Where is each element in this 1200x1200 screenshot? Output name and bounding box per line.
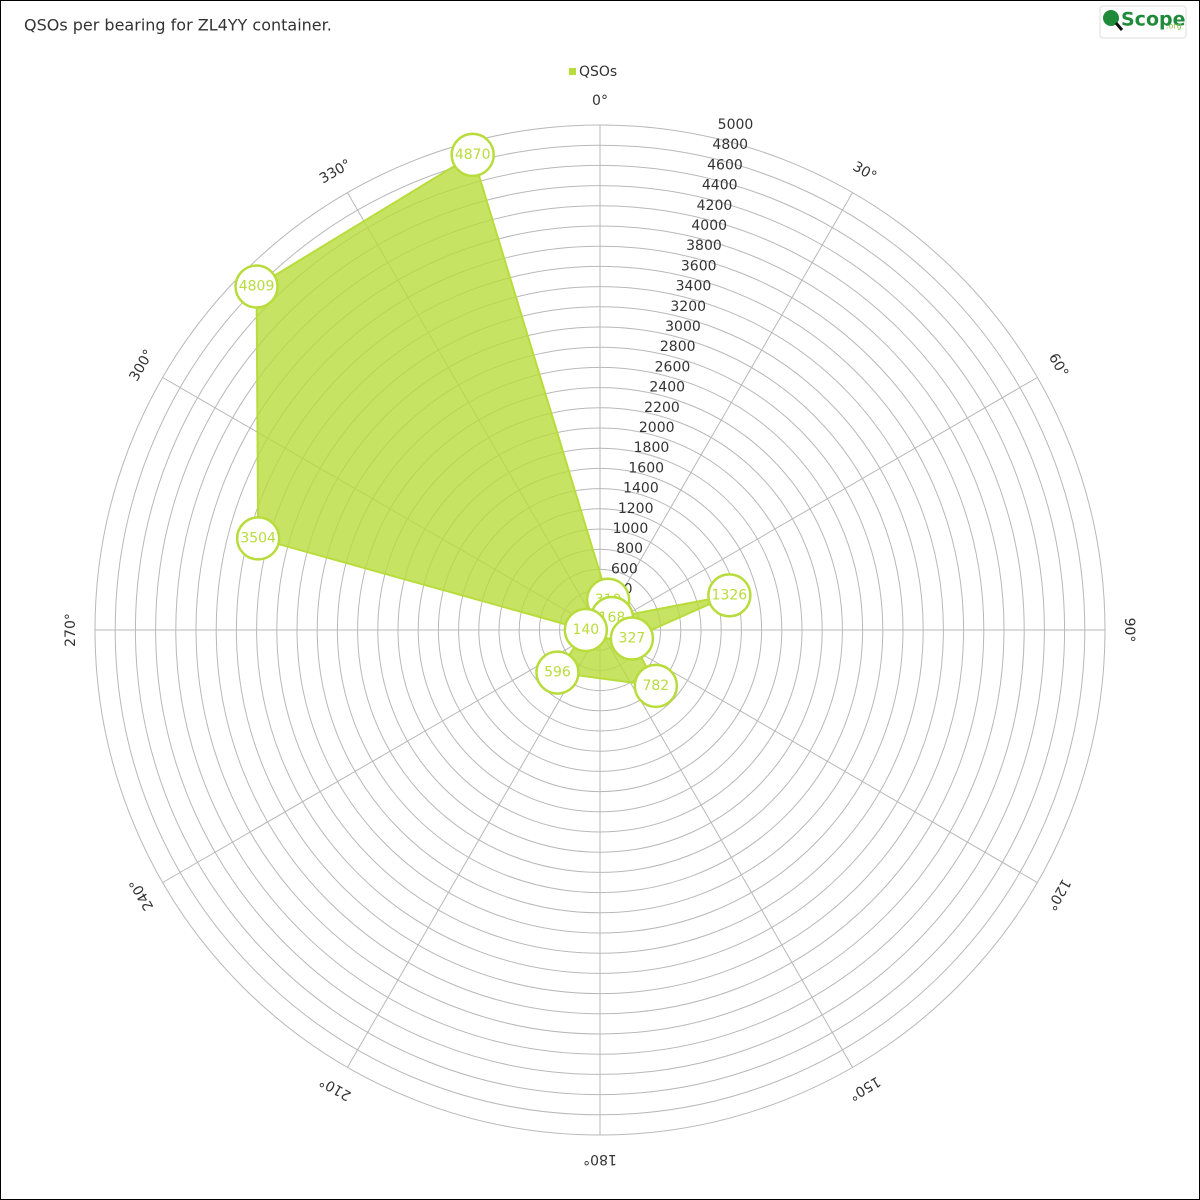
grid-spoke	[162, 629, 601, 883]
marker	[535, 650, 580, 695]
data-label: 4870	[455, 147, 491, 163]
grid-spoke	[347, 629, 601, 1068]
marker	[235, 516, 281, 561]
y-tick-label: 2200	[644, 400, 680, 416]
y-tick-label: 2600	[655, 359, 691, 375]
data-label: 596	[544, 665, 571, 681]
logo-suffix: .org	[1166, 22, 1182, 31]
data-label: 3504	[240, 530, 276, 546]
y-tick-label: 4800	[712, 137, 748, 153]
y-tick-label: 1400	[623, 481, 659, 497]
y-tick-label: 3400	[676, 279, 712, 295]
grid-spoke	[599, 192, 853, 631]
logo: Scope .org	[1099, 5, 1187, 39]
y-tick-label: 4000	[691, 218, 727, 234]
marker	[609, 616, 655, 661]
x-tick-label: 270°	[63, 613, 79, 647]
marker	[633, 663, 679, 709]
y-tick-label: 5000	[718, 117, 754, 133]
y-tick-label: 3000	[665, 319, 701, 335]
y-tick-label: 3600	[681, 258, 717, 274]
y-tick-label: 600	[611, 561, 638, 577]
y-tick-label: 3200	[670, 299, 706, 315]
data-label: 1326	[712, 587, 748, 603]
legend-label: QSOs	[579, 64, 617, 80]
legend-swatch	[569, 68, 576, 75]
y-tick-label: 4400	[702, 178, 738, 194]
y-tick-label: 2000	[639, 420, 675, 436]
y-tick-label: 4200	[697, 198, 733, 214]
logo-handle	[1114, 22, 1124, 31]
x-tick-label: 180°	[583, 1151, 617, 1167]
data-label: 782	[642, 678, 669, 694]
data-label: 4809	[239, 279, 275, 295]
y-tick-label: 3800	[686, 238, 722, 254]
y-tick-label: 1000	[613, 521, 649, 537]
marker	[563, 607, 609, 653]
x-tick-label: 90°	[1121, 618, 1137, 643]
chart-title: QSOs per bearing for ZL4YY container.	[24, 16, 332, 35]
data-label: 327	[619, 631, 646, 647]
data-label: 140	[572, 622, 599, 638]
y-tick-label: 800	[616, 541, 643, 557]
logo-name: Scope	[1121, 9, 1186, 31]
y-tick-label: 1200	[618, 501, 654, 517]
y-tick-label: 1800	[634, 440, 670, 456]
marker	[234, 264, 279, 309]
y-tick-label: 4600	[707, 157, 743, 173]
grid-spoke	[599, 377, 1038, 631]
y-tick-label: 2400	[649, 380, 685, 396]
x-tick-label: 0°	[592, 93, 608, 109]
marker	[450, 132, 495, 178]
y-tick-label: 1600	[628, 460, 664, 476]
y-tick-label: 2800	[660, 339, 696, 355]
logo-icon	[1103, 10, 1119, 26]
marker	[707, 573, 752, 618]
